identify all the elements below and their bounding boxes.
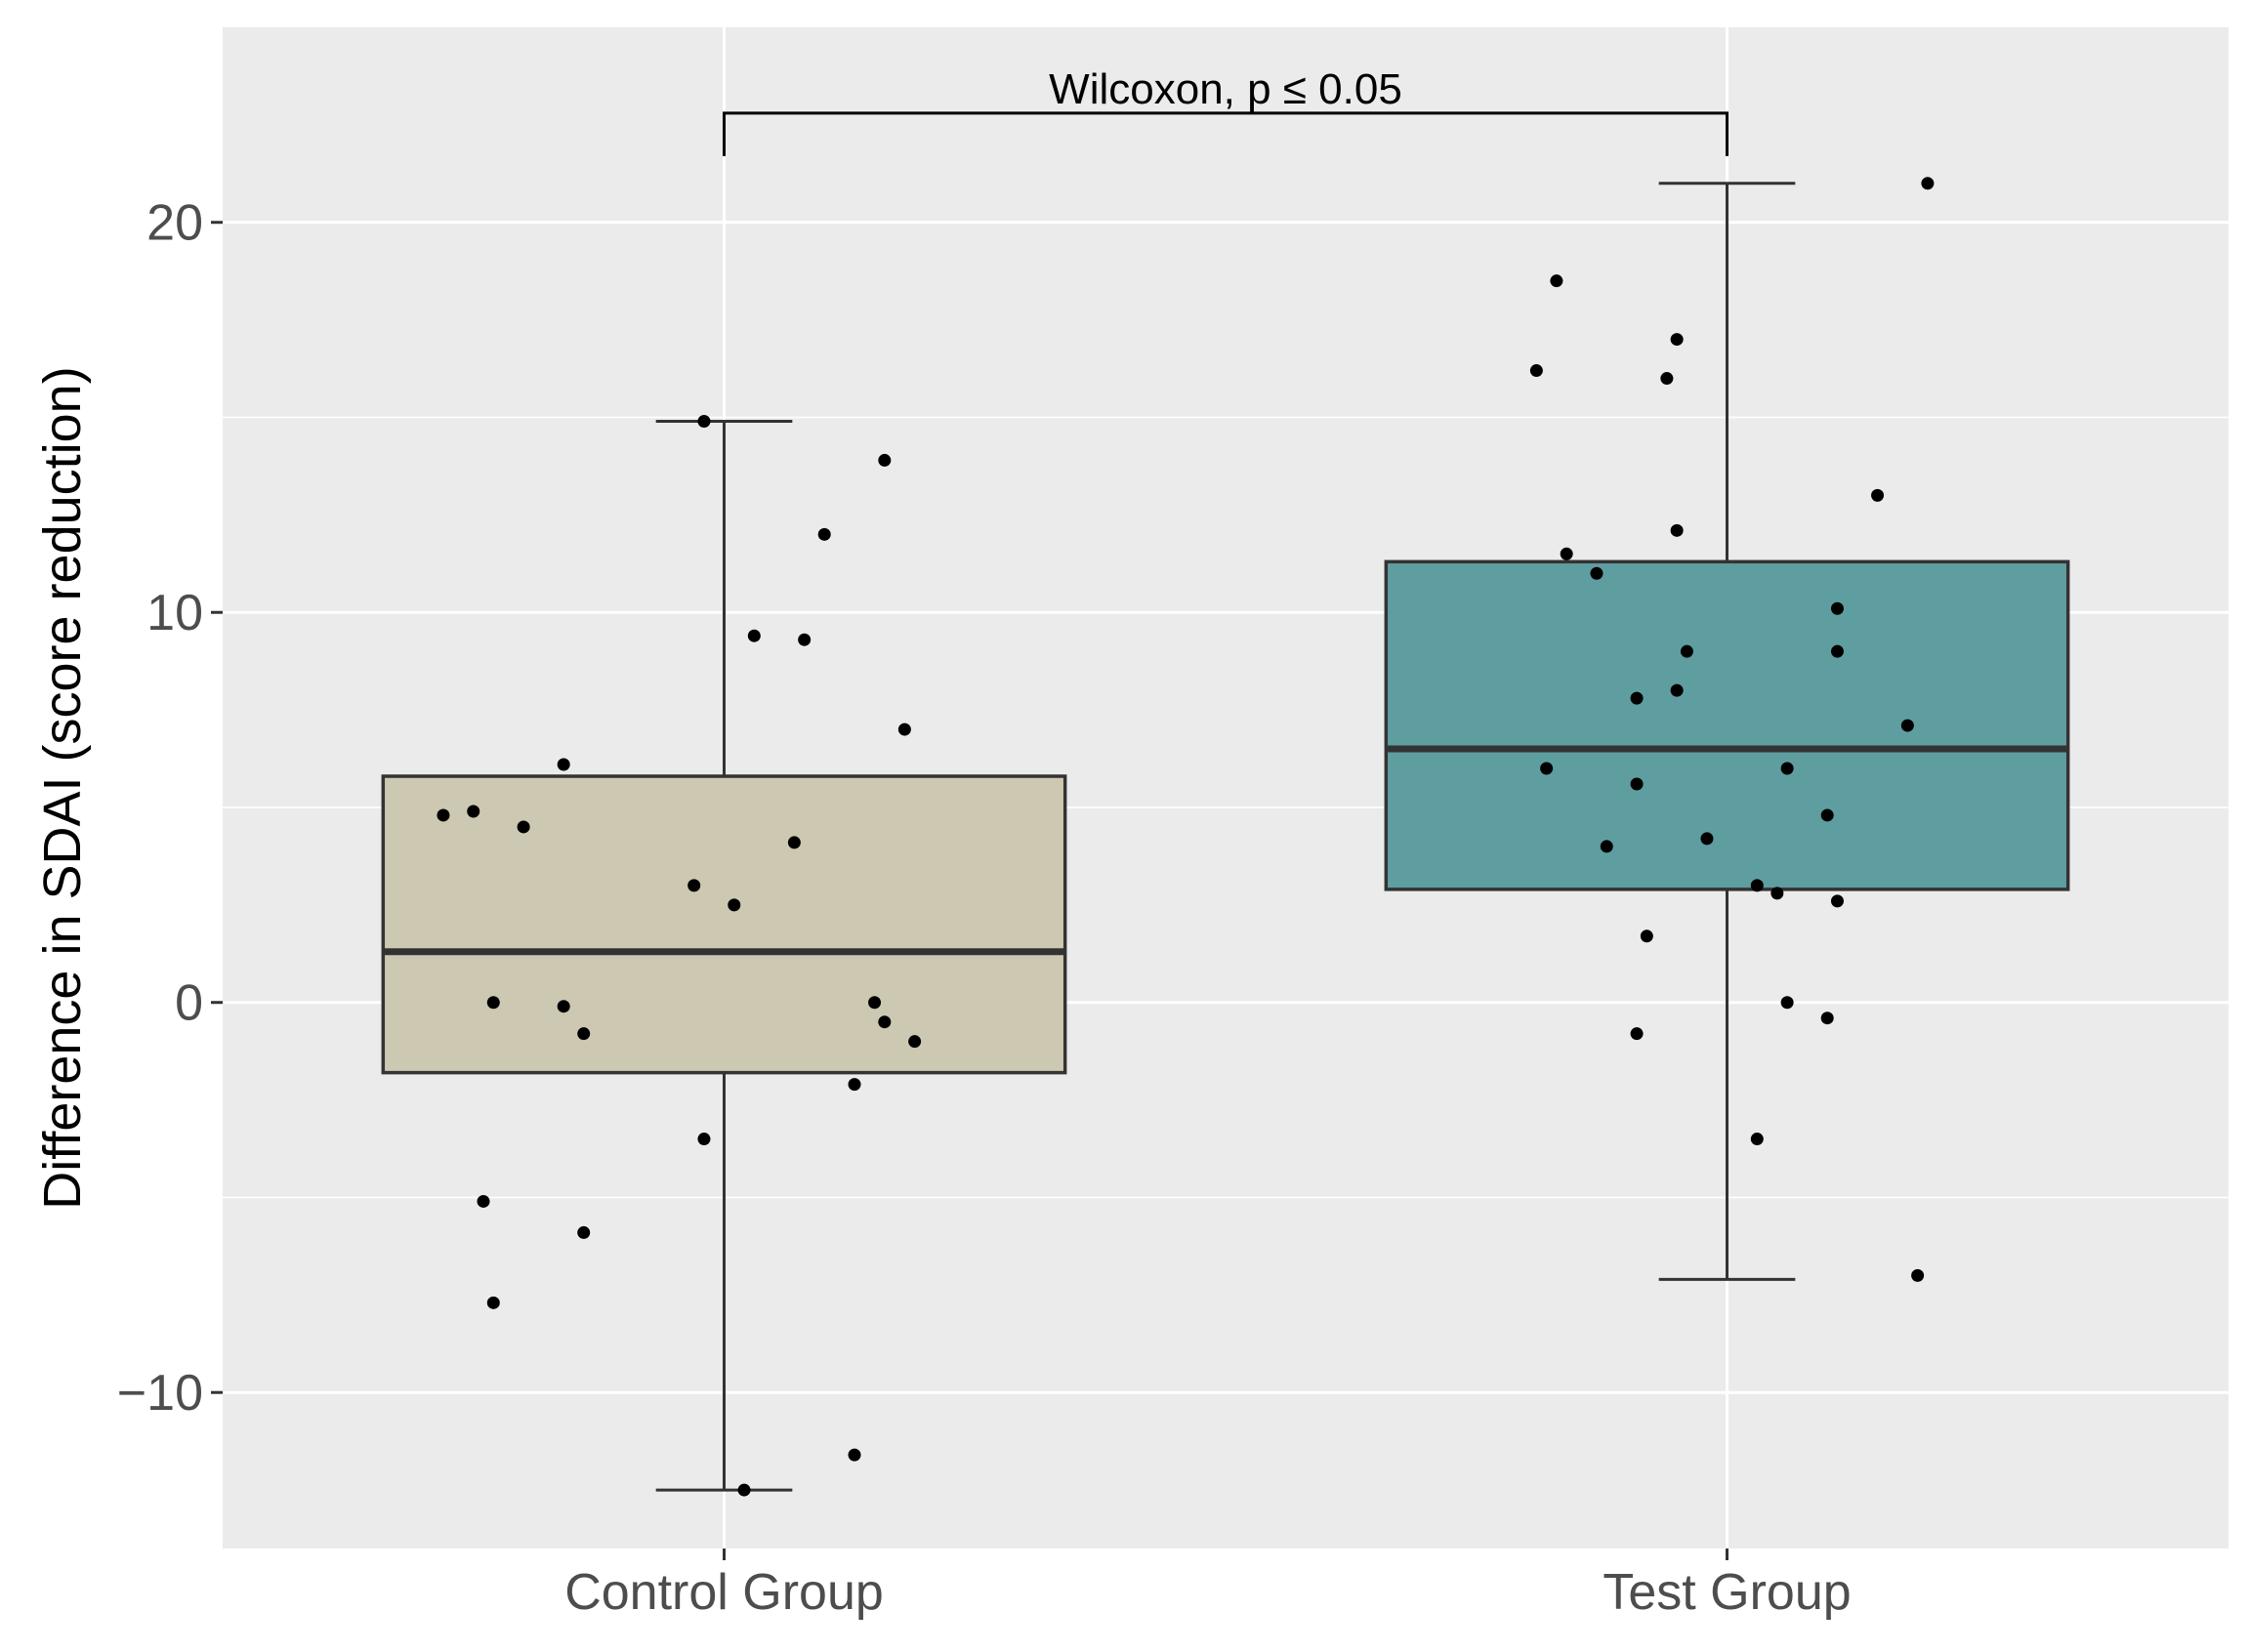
data-point: [1640, 929, 1653, 943]
box-test-group: [1384, 182, 2070, 1281]
data-point: [1830, 894, 1844, 908]
y-tick-label: 20: [146, 195, 203, 252]
data-point: [486, 996, 500, 1010]
data-point: [1820, 808, 1834, 822]
data-point: [817, 527, 831, 541]
data-point: [1780, 762, 1794, 775]
data-point: [687, 879, 701, 892]
y-tick-label: 10: [146, 585, 203, 641]
data-point: [1921, 177, 1935, 190]
data-point: [878, 453, 892, 467]
x-tick-label: Control Group: [564, 1564, 884, 1621]
data-point: [798, 633, 812, 646]
data-point: [1820, 1012, 1834, 1025]
data-point: [697, 1133, 711, 1146]
data-point: [908, 1035, 922, 1049]
data-point: [1911, 1268, 1925, 1282]
data-point: [1871, 488, 1885, 502]
data-point: [1830, 644, 1844, 658]
significance-bracket: Wilcoxon, p ≤ 0.05: [723, 65, 1728, 156]
data-point: [1830, 601, 1844, 615]
data-point: [467, 805, 480, 818]
jitter-points: [437, 177, 1935, 1497]
bracket-line: [723, 111, 1728, 156]
data-point: [1900, 719, 1914, 732]
data-point: [737, 1483, 751, 1497]
data-point: [697, 414, 711, 428]
data-point: [1670, 683, 1684, 697]
data-point: [1590, 566, 1603, 580]
data-point: [1600, 840, 1613, 853]
data-point: [1670, 333, 1684, 347]
data-point: [1670, 523, 1684, 537]
data-point: [1630, 691, 1644, 705]
y-axis-title: Difference in SDAI (score reduction): [33, 366, 92, 1209]
x-axis: Control Group Test Group: [564, 1549, 1852, 1621]
data-point: [1630, 777, 1644, 791]
data-point: [437, 808, 450, 822]
data-point: [848, 1078, 861, 1092]
data-point: [1700, 832, 1714, 846]
data-point: [557, 1000, 570, 1013]
data-point: [1529, 364, 1543, 378]
data-point: [1660, 372, 1674, 386]
data-point: [897, 723, 911, 736]
data-point: [517, 820, 530, 834]
data-point: [477, 1194, 490, 1208]
box-iqr: [381, 774, 1067, 1075]
data-point: [878, 1015, 892, 1029]
box-control-group: [381, 419, 1067, 1492]
data-point: [1540, 762, 1554, 775]
y-axis: −10 0 10 20: [117, 195, 223, 1422]
significance-label: Wilcoxon, p ≤ 0.05: [1049, 65, 1402, 113]
y-tick-label: −10: [117, 1365, 203, 1422]
data-point: [787, 836, 801, 849]
data-point: [1550, 274, 1563, 288]
data-point: [1750, 879, 1764, 892]
data-point: [577, 1027, 591, 1041]
data-point: [728, 898, 741, 912]
data-point: [1560, 547, 1573, 560]
box-series: [381, 182, 2070, 1492]
data-point: [1630, 1027, 1644, 1041]
data-point: [577, 1225, 591, 1239]
y-tick-label: 0: [175, 975, 203, 1032]
data-point: [868, 996, 882, 1010]
data-point: [1780, 996, 1794, 1010]
x-tick-label: Test Group: [1603, 1564, 1851, 1621]
data-point: [557, 758, 570, 771]
data-point: [1750, 1133, 1764, 1146]
box-iqr: [1384, 559, 2070, 891]
data-point: [486, 1296, 500, 1309]
data-point: [1770, 887, 1784, 900]
data-point: [747, 629, 761, 642]
data-point: [848, 1448, 861, 1462]
data-point: [1680, 644, 1693, 658]
